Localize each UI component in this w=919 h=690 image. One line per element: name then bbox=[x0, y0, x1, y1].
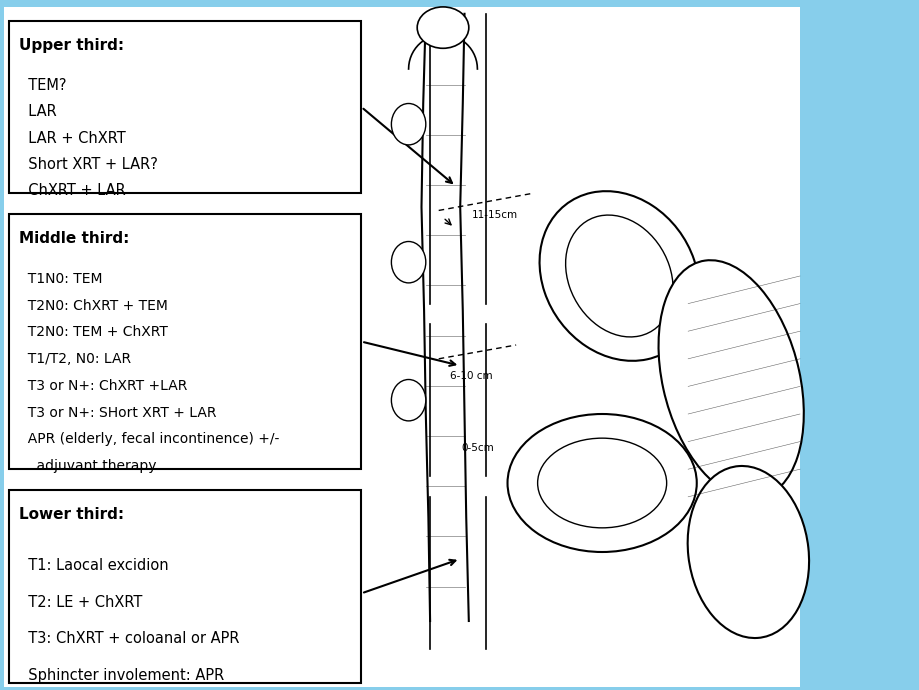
Text: Sphincter involement: APR: Sphincter involement: APR bbox=[19, 668, 224, 683]
Text: T2N0: TEM + ChXRT: T2N0: TEM + ChXRT bbox=[19, 325, 167, 339]
FancyBboxPatch shape bbox=[8, 21, 361, 193]
Text: T3: ChXRT + coloanal or APR: T3: ChXRT + coloanal or APR bbox=[19, 631, 239, 647]
Ellipse shape bbox=[391, 380, 425, 421]
Ellipse shape bbox=[658, 260, 803, 499]
Text: T1N0: TEM: T1N0: TEM bbox=[19, 272, 102, 286]
Text: T2N0: ChXRT + TEM: T2N0: ChXRT + TEM bbox=[19, 299, 167, 313]
FancyBboxPatch shape bbox=[8, 490, 361, 683]
Text: adjuvant therapy: adjuvant therapy bbox=[19, 460, 156, 473]
Text: 11-15cm: 11-15cm bbox=[471, 210, 517, 220]
Text: Short XRT + LAR?: Short XRT + LAR? bbox=[19, 157, 158, 172]
Text: T3 or N+: ChXRT +LAR: T3 or N+: ChXRT +LAR bbox=[19, 379, 187, 393]
Text: ChXRT + LAR: ChXRT + LAR bbox=[19, 184, 126, 199]
Text: T1/T2, N0: LAR: T1/T2, N0: LAR bbox=[19, 352, 130, 366]
Ellipse shape bbox=[686, 466, 808, 638]
Ellipse shape bbox=[391, 104, 425, 145]
Text: T3 or N+: SHort XRT + LAR: T3 or N+: SHort XRT + LAR bbox=[19, 406, 216, 420]
Text: APR (elderly, fecal incontinence) +/-: APR (elderly, fecal incontinence) +/- bbox=[19, 433, 279, 446]
Text: Middle third:: Middle third: bbox=[19, 231, 130, 246]
Ellipse shape bbox=[416, 7, 469, 48]
FancyBboxPatch shape bbox=[8, 214, 361, 469]
FancyBboxPatch shape bbox=[361, 7, 800, 683]
Ellipse shape bbox=[565, 215, 673, 337]
Text: T1: Laocal excidion: T1: Laocal excidion bbox=[19, 558, 168, 573]
Ellipse shape bbox=[539, 191, 698, 361]
Text: 6-10 cm: 6-10 cm bbox=[449, 371, 493, 380]
Text: TEM?: TEM? bbox=[19, 78, 66, 93]
Ellipse shape bbox=[537, 438, 666, 528]
Ellipse shape bbox=[507, 414, 696, 552]
Text: Upper third:: Upper third: bbox=[19, 38, 124, 53]
Text: 0-5cm: 0-5cm bbox=[460, 443, 494, 453]
Ellipse shape bbox=[391, 241, 425, 283]
FancyBboxPatch shape bbox=[5, 7, 800, 687]
Text: LAR + ChXRT: LAR + ChXRT bbox=[19, 131, 126, 146]
Text: LAR: LAR bbox=[19, 104, 57, 119]
Text: Lower third:: Lower third: bbox=[19, 507, 124, 522]
Text: T2: LE + ChXRT: T2: LE + ChXRT bbox=[19, 595, 142, 609]
